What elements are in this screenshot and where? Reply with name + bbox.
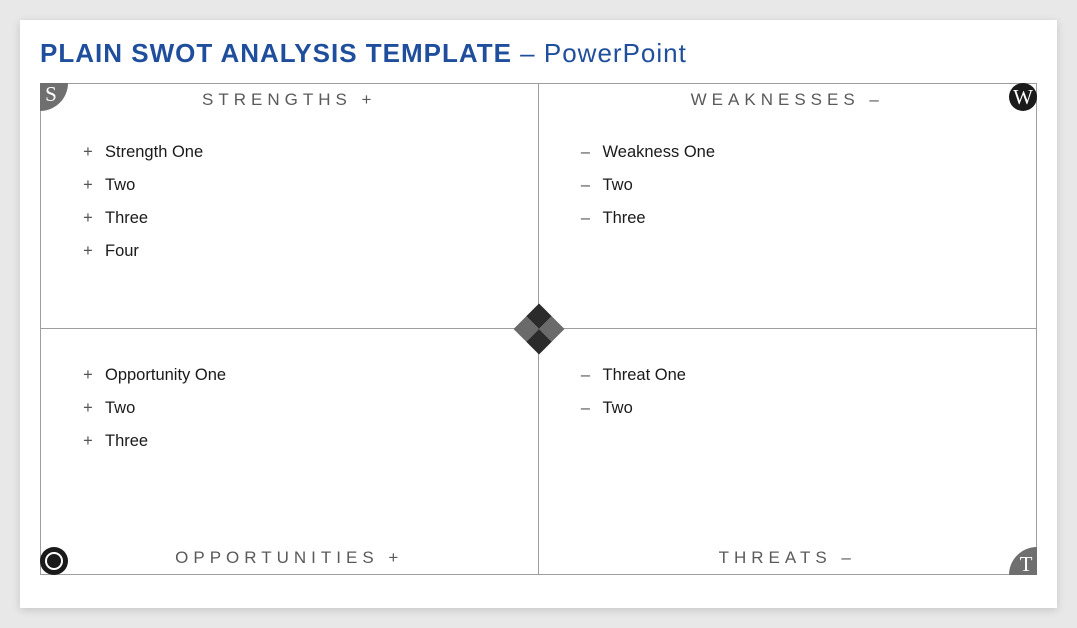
list-item: –Weakness One bbox=[579, 136, 716, 169]
item-text: Two bbox=[105, 392, 135, 425]
items-opportunities: + Opportunity One + Two + Three bbox=[81, 359, 226, 458]
bullet-icon: – bbox=[579, 359, 593, 392]
item-text: Three bbox=[105, 425, 148, 458]
bullet-icon: + bbox=[81, 169, 95, 202]
item-text: Two bbox=[603, 392, 633, 425]
list-item: + Two bbox=[81, 392, 226, 425]
quadrant-threats: T –Threat One –Two THREATS – bbox=[539, 329, 1037, 574]
list-item: –Two bbox=[579, 169, 716, 202]
heading-strengths: STRENGTHS + bbox=[41, 90, 538, 110]
list-item: + Three bbox=[81, 202, 203, 235]
quadrant-strengths: S STRENGTHS + +Strength One +Two +Three … bbox=[41, 84, 539, 329]
bullet-icon: + bbox=[81, 235, 95, 268]
item-text: Two bbox=[105, 169, 135, 202]
bullet-icon: + bbox=[81, 359, 95, 392]
title-sub: PowerPoint bbox=[544, 38, 687, 68]
heading-opportunities: OPPORTUNITIES + bbox=[41, 548, 538, 568]
bullet-icon: + bbox=[81, 425, 95, 458]
swot-grid-wrap: S STRENGTHS + +Strength One +Two +Three … bbox=[40, 83, 1037, 575]
list-item: + Opportunity One bbox=[81, 359, 226, 392]
bullet-icon: – bbox=[579, 202, 593, 235]
bullet-icon: – bbox=[579, 392, 593, 425]
list-item: + Two bbox=[81, 169, 203, 202]
item-text: Opportunity One bbox=[105, 359, 226, 392]
title-separator: – bbox=[512, 38, 544, 68]
items-strengths: + Strength One + Two + Three + Four bbox=[81, 136, 203, 268]
list-item: –Three bbox=[579, 202, 716, 235]
item-text: Strength One bbox=[105, 136, 203, 169]
list-item: + Strength One bbox=[81, 136, 203, 169]
heading-weaknesses: WEAKNESSES – bbox=[539, 90, 1037, 110]
slide: PLAIN SWOT ANALYSIS TEMPLATE – PowerPoin… bbox=[20, 20, 1057, 608]
bullet-icon: + bbox=[81, 392, 95, 425]
bullet-icon: + bbox=[81, 136, 95, 169]
list-item: –Threat One bbox=[579, 359, 686, 392]
item-text: Three bbox=[603, 202, 646, 235]
items-weaknesses: –Weakness One –Two –Three bbox=[579, 136, 716, 235]
bullet-icon: + bbox=[81, 202, 95, 235]
item-text: Two bbox=[603, 169, 633, 202]
slide-title: PLAIN SWOT ANALYSIS TEMPLATE – PowerPoin… bbox=[40, 38, 1037, 69]
quadrant-opportunities: + Opportunity One + Two + Three OPPORTUNITI… bbox=[41, 329, 539, 574]
list-item: –Two bbox=[579, 392, 686, 425]
item-text: Four bbox=[105, 235, 139, 268]
bullet-icon: – bbox=[579, 136, 593, 169]
item-text: Weakness One bbox=[603, 136, 716, 169]
item-text: Threat One bbox=[603, 359, 686, 392]
list-item: + Three bbox=[81, 425, 226, 458]
bullet-icon: – bbox=[579, 169, 593, 202]
items-threats: –Threat One –Two bbox=[579, 359, 686, 425]
item-text: Three bbox=[105, 202, 148, 235]
quadrant-weaknesses: W WEAKNESSES – –Weakness One –Two –Three bbox=[539, 84, 1037, 329]
heading-threats: THREATS – bbox=[539, 548, 1037, 568]
list-item: + Four bbox=[81, 235, 203, 268]
title-main: PLAIN SWOT ANALYSIS TEMPLATE bbox=[40, 38, 512, 68]
